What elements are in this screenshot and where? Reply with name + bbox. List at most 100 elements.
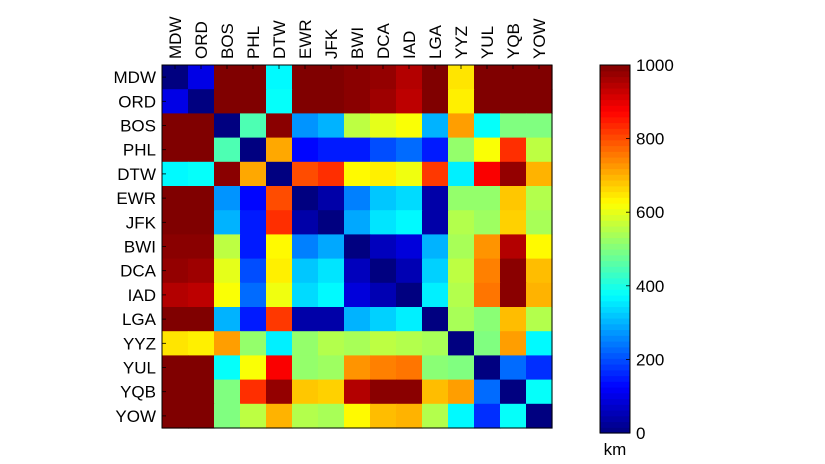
heatmap-cell-ewr-dtw bbox=[266, 186, 293, 211]
colorbar-segment bbox=[600, 220, 630, 227]
heatmap-cell-yqb-phl bbox=[240, 379, 267, 405]
colorbar-segment bbox=[600, 410, 630, 417]
heatmap-cell-bwi-jfk bbox=[318, 234, 345, 260]
heatmap-cell-mdw-yqb bbox=[500, 65, 527, 90]
colorbar-segment bbox=[600, 341, 630, 348]
heatmap-cell-lga-iad bbox=[396, 307, 423, 332]
heatmap-cell-iad-ewr bbox=[292, 282, 319, 308]
heatmap-cell-jfk-bos bbox=[214, 210, 241, 235]
heatmap-cell-yul-jfk bbox=[318, 355, 345, 381]
heatmap-cell-yul-yul bbox=[474, 355, 501, 381]
heatmap-cell-yyz-mdw bbox=[162, 331, 189, 356]
heatmap-cell-ewr-yul bbox=[474, 186, 501, 211]
heatmap-cell-jfk-ord bbox=[188, 210, 215, 235]
colorbar-segment bbox=[600, 369, 630, 377]
heatmap-cell-yow-yqb bbox=[500, 403, 527, 429]
heatmap-cell-lga-dtw bbox=[266, 307, 293, 332]
heatmap-cell-lga-bos bbox=[214, 307, 241, 332]
colorbar-segment bbox=[600, 174, 630, 181]
heatmap-cell-jfk-yyz bbox=[448, 210, 475, 235]
heatmap-cell-dca-yyz bbox=[448, 258, 475, 284]
colorbar-tick-label: 800 bbox=[636, 130, 664, 149]
y-tick-label: BOS bbox=[120, 117, 156, 136]
heatmap-cell-mdw-yul bbox=[474, 65, 501, 90]
heatmap-cell-dtw-bos bbox=[214, 161, 241, 187]
colorbar-tick-label: 0 bbox=[636, 424, 645, 443]
heatmap-cell-dca-jfk bbox=[318, 258, 345, 284]
colorbar-segment bbox=[600, 254, 630, 262]
colorbar-segment bbox=[600, 139, 630, 147]
heatmap-cell-dtw-lga bbox=[422, 161, 449, 187]
heatmap-cell-bwi-ord bbox=[188, 234, 215, 260]
heatmap-cell-yyz-phl bbox=[240, 331, 267, 356]
heatmap-cell-jfk-ewr bbox=[292, 210, 319, 235]
heatmap-cell-jfk-mdw bbox=[162, 210, 189, 235]
heatmap-cell-bos-bwi bbox=[344, 113, 371, 139]
heatmap-cell-bos-bos bbox=[214, 113, 241, 139]
heatmap-cell-phl-lga bbox=[422, 137, 449, 163]
heatmap-cell-phl-ord bbox=[188, 137, 215, 163]
heatmap-cell-bwi-dca bbox=[370, 234, 397, 260]
heatmap-cell-jfk-jfk bbox=[318, 210, 345, 235]
colorbar-segment bbox=[600, 277, 630, 285]
heatmap-cell-lga-yow bbox=[526, 307, 553, 332]
heatmap-cell-lga-jfk bbox=[318, 307, 345, 332]
heatmap-cell-yqb-lga bbox=[422, 379, 449, 405]
heatmap-cell-yow-yyz bbox=[448, 403, 475, 429]
colorbar-segment bbox=[600, 93, 630, 101]
heatmap-cell-bos-yqb bbox=[500, 113, 527, 139]
colorbar-tick-label: 400 bbox=[636, 277, 664, 296]
heatmap-cell-iad-yow bbox=[526, 282, 553, 308]
heatmap-cell-dca-dtw bbox=[266, 258, 293, 284]
heatmap-cell-yqb-bos bbox=[214, 379, 241, 405]
heatmap-cell-ord-bwi bbox=[344, 89, 371, 114]
heatmap-cell-phl-yul bbox=[474, 137, 501, 163]
y-tick-label: MDW bbox=[114, 68, 156, 87]
heatmap-cell-dtw-phl bbox=[240, 161, 267, 187]
heatmap-cell-bwi-yow bbox=[526, 234, 553, 260]
heatmap-cell-yyz-lga bbox=[422, 331, 449, 356]
heatmap-cell-dtw-jfk bbox=[318, 161, 345, 187]
heatmap-cell-yul-bos bbox=[214, 355, 241, 381]
heatmap-cell-yul-dca bbox=[370, 355, 397, 381]
heatmap-cell-yyz-yqb bbox=[500, 331, 527, 356]
heatmap-cell-yqb-iad bbox=[396, 379, 423, 405]
heatmap-cell-lga-phl bbox=[240, 307, 267, 332]
heatmap-cell-mdw-dtw bbox=[266, 65, 293, 90]
colorbar-segment bbox=[600, 283, 630, 290]
x-tick-label: PHL bbox=[244, 26, 263, 59]
heatmap-cell-dtw-ord bbox=[188, 161, 215, 187]
heatmap-cell-jfk-bwi bbox=[344, 210, 371, 235]
y-tick-label: DTW bbox=[117, 165, 156, 184]
heatmap-cell-yow-bwi bbox=[344, 403, 371, 429]
colorbar-segment bbox=[600, 323, 630, 331]
heatmap-cell-bwi-yqb bbox=[500, 234, 527, 260]
y-tick-label: LGA bbox=[122, 310, 157, 329]
y-tick-label: YQB bbox=[120, 383, 156, 402]
heatmap-cell-yyz-yyz bbox=[448, 331, 475, 356]
heatmap-cell-iad-dtw bbox=[266, 282, 293, 308]
colorbar-segment bbox=[600, 145, 630, 152]
colorbar-segment bbox=[600, 214, 630, 221]
heatmap-cell-iad-ord bbox=[188, 282, 215, 308]
heatmap-cell-mdw-ewr bbox=[292, 65, 319, 90]
heatmap-cell-yqb-bwi bbox=[344, 379, 371, 405]
heatmap-cell-dca-yqb bbox=[500, 258, 527, 284]
heatmap-cell-ord-jfk bbox=[318, 89, 345, 114]
heatmap-cell-yul-iad bbox=[396, 355, 423, 381]
colorbar-segment bbox=[600, 116, 630, 124]
heatmap-cell-bos-yul bbox=[474, 113, 501, 139]
heatmap-cell-yow-mdw bbox=[162, 403, 189, 429]
colorbar-segment bbox=[600, 151, 630, 158]
colorbar-segment bbox=[600, 243, 630, 250]
heatmap-cell-iad-dca bbox=[370, 282, 397, 308]
heatmap-cell-lga-yqb bbox=[500, 307, 527, 332]
colorbar-segment bbox=[600, 364, 630, 371]
heatmap-cell-iad-iad bbox=[396, 282, 423, 308]
colorbar-segment bbox=[600, 306, 630, 313]
heatmap-cell-dtw-ewr bbox=[292, 161, 319, 187]
heatmap-cell-ord-yow bbox=[526, 89, 553, 114]
heatmap-cell-yyz-jfk bbox=[318, 331, 345, 356]
colorbar-label: km bbox=[604, 440, 627, 459]
